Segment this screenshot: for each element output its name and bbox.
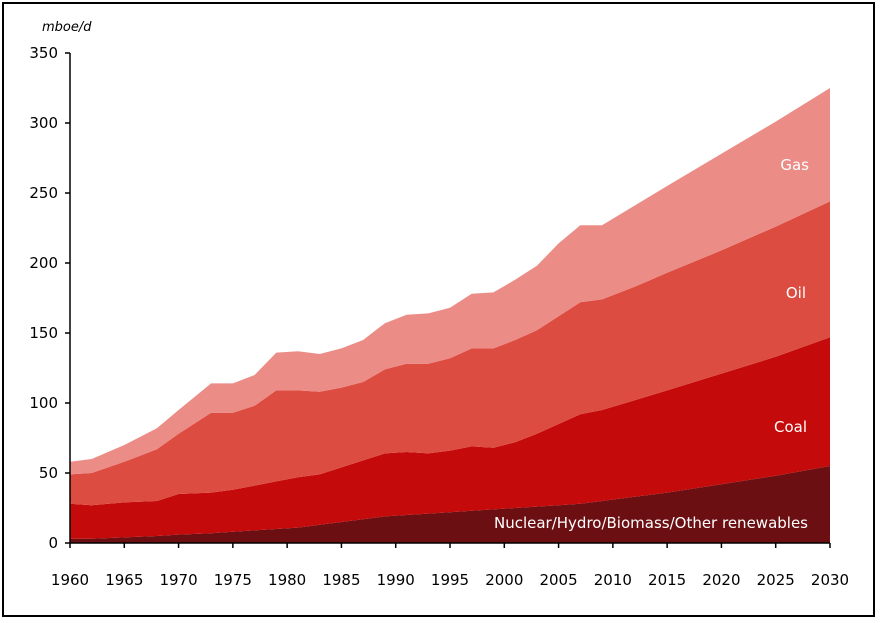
x-tick-label: 2025 <box>757 571 795 589</box>
y-tick-label: 350 <box>29 44 58 62</box>
x-tick-label: 1965 <box>105 571 143 589</box>
area-series-1 <box>70 337 830 539</box>
y-tick-label: 50 <box>39 464 58 482</box>
oil-label: Oil <box>786 284 806 302</box>
x-tick-label: 1985 <box>322 571 360 589</box>
x-tick-label: 2020 <box>702 571 740 589</box>
y-tick-label: 200 <box>29 254 58 272</box>
area-series-2 <box>70 201 830 506</box>
x-tick-label: 1990 <box>377 571 415 589</box>
x-tick-label: 1970 <box>159 571 197 589</box>
x-tick-label: 1975 <box>214 571 252 589</box>
area-series-3 <box>70 88 830 475</box>
x-tick-label: 2005 <box>539 571 577 589</box>
y-tick-label: 0 <box>48 534 58 552</box>
x-tick-label: 2000 <box>485 571 523 589</box>
series-areas <box>70 88 830 543</box>
x-tick-label: 2030 <box>811 571 849 589</box>
coal-label: Coal <box>774 418 807 436</box>
y-tick-label: 300 <box>29 114 58 132</box>
x-tick-label: 1995 <box>431 571 469 589</box>
x-ticks: 1960 1965 1970 1975 1980 1985 1990 1995 2000 2005… <box>51 543 849 589</box>
y-axis-unit-label: mboe/d <box>42 20 92 35</box>
gas-label: Gas <box>780 156 809 174</box>
nuclear-hydro-biomass-renewables-label: Nuclear/Hydro/Biomass/Other renewables <box>494 514 808 532</box>
x-tick-label: 2010 <box>594 571 632 589</box>
y-tick-label: 100 <box>29 394 58 412</box>
series-labels: Gas Oil Coal Nuclear/Hydro/Biomass/Other… <box>494 156 809 532</box>
x-tick-label: 1960 <box>51 571 89 589</box>
y-ticks: 0 50 100 150 200 250 300 350 <box>29 44 70 552</box>
chart-frame: 0 50 100 150 200 250 300 350 1960 1965 1970 1975 19… <box>2 2 875 617</box>
x-tick-label: 1980 <box>268 571 306 589</box>
x-tick-label: 2015 <box>648 571 686 589</box>
y-tick-label: 250 <box>29 184 58 202</box>
y-tick-label: 150 <box>29 324 58 342</box>
area-series-0 <box>70 466 830 543</box>
